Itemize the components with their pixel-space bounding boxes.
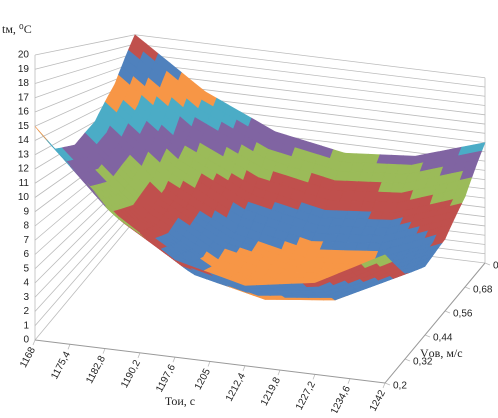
z-axis-title: tм, ⁰C	[2, 22, 32, 36]
x-tick-label: 1219,8	[259, 375, 283, 408]
x-tick-label: 1197,6	[154, 362, 178, 394]
y-axis-title: Vов, м/с	[420, 346, 463, 360]
x-tick	[172, 357, 176, 363]
z-tick-label: 4	[23, 278, 29, 289]
x-tick	[102, 348, 106, 354]
z-tick-label: 17	[18, 92, 30, 103]
x-tick	[347, 378, 351, 384]
z-tick-label: 11	[19, 178, 30, 189]
y-tick-label: 0,32	[413, 357, 433, 368]
z-tick-label: 14	[18, 135, 30, 146]
y-tick-label: 0,68	[473, 285, 493, 296]
x-axis-title: Тои, с	[165, 394, 195, 408]
y-tick-label: 0,8	[493, 261, 498, 272]
x-tick	[32, 339, 36, 346]
x-tick-label: 1205	[193, 367, 213, 392]
grid-line	[34, 34, 486, 79]
y-tick	[384, 382, 391, 386]
z-tick-label: 10	[18, 192, 30, 203]
x-tick	[312, 374, 316, 380]
x-tick	[382, 382, 386, 389]
z-tick-label: 9	[23, 206, 29, 217]
z-tick-label: 15	[18, 121, 30, 132]
z-tick-label: 19	[18, 64, 30, 75]
surface-patch	[372, 254, 389, 264]
z-tick-label: 5	[23, 263, 29, 274]
z-tick-label: 6	[23, 249, 29, 260]
y-tick-label: 0,2	[393, 381, 407, 392]
floor-axis	[34, 262, 486, 384]
z-tick-label: 8	[23, 221, 29, 232]
y-tick	[464, 286, 471, 290]
x-tick	[242, 365, 246, 371]
z-tick-label: 1	[23, 320, 29, 331]
z-tick-label: 2	[23, 306, 29, 317]
x-tick	[207, 361, 211, 367]
y-tick-label: 0,56	[453, 309, 473, 320]
y-tick	[484, 262, 491, 266]
z-tick-label: 20	[18, 50, 30, 61]
y-tick	[444, 310, 451, 314]
x-tick	[137, 352, 141, 359]
z-tick-label: 0	[23, 335, 29, 346]
y-tick	[404, 358, 411, 362]
x-tick-label: 1190,2	[119, 358, 143, 390]
x-tick	[67, 344, 71, 350]
x-tick-label: 1234,6	[329, 384, 353, 413]
z-tick-label: 18	[18, 78, 30, 89]
x-tick	[277, 369, 281, 376]
z-tick-label: 3	[23, 292, 29, 303]
x-tick-label: 1242	[368, 388, 388, 413]
z-tick-label: 13	[18, 149, 30, 160]
z-tick-label: 7	[23, 235, 29, 246]
y-tick	[424, 334, 431, 338]
z-tick-label: 16	[18, 107, 30, 118]
y-tick-label: 0,44	[433, 333, 453, 344]
z-tick-label: 12	[18, 164, 30, 175]
x-tick-label: 1182,8	[84, 354, 108, 386]
x-tick-label: 1212,4	[224, 371, 248, 404]
x-tick-label: 1227,2	[294, 380, 318, 413]
x-tick-label: 1168	[18, 345, 38, 370]
x-tick-label: 1175,4	[49, 349, 73, 381]
